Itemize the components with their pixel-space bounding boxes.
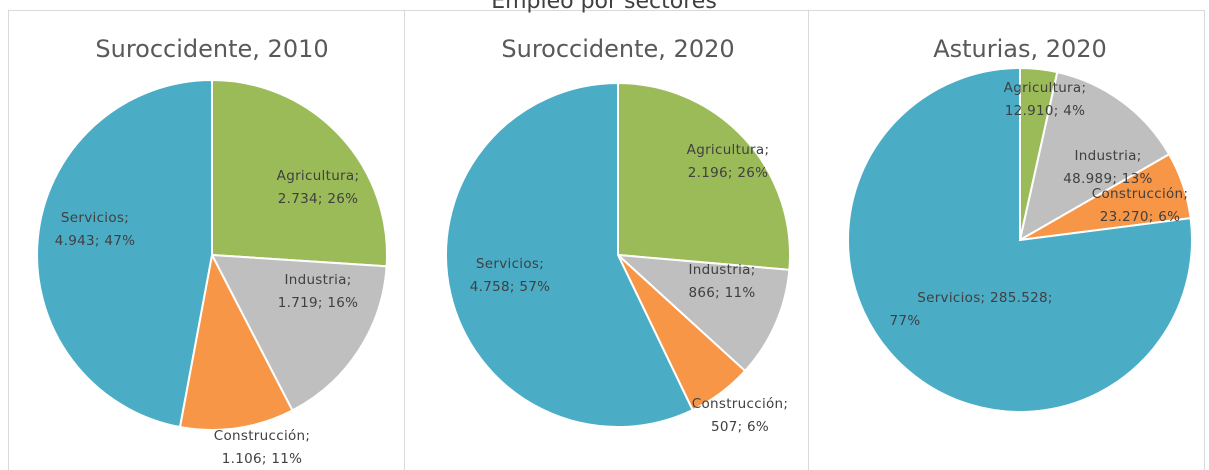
data-label: 2.734; 26% [278, 191, 359, 207]
pie-slice [615, 253, 791, 373]
data-label: 866; 11% [688, 285, 755, 301]
data-label: Construcción; [692, 396, 789, 412]
chart-title: Suroccidente, 2010 [95, 35, 328, 63]
data-label: Servicios; 285.528; [917, 290, 1053, 306]
data-label: 12.910; 4% [1005, 103, 1086, 119]
data-label: Industria; [1074, 148, 1141, 164]
data-label: Industria; [688, 262, 755, 278]
data-label: Industria; [284, 272, 351, 288]
data-label: 23.270; 6% [1100, 209, 1181, 225]
pie-slice [1018, 70, 1171, 242]
data-label: 4.758; 57% [470, 279, 551, 295]
panel-frame [808, 10, 1205, 470]
page-title: Empleo por sectores [491, 0, 717, 14]
data-label: Servicios; [476, 256, 544, 272]
pie-slice [210, 253, 388, 412]
pie-slice [445, 81, 694, 428]
data-label: 1.106; 11% [222, 451, 303, 467]
data-label: Agricultura; [687, 142, 770, 158]
pie-slice [617, 81, 791, 271]
pie-slice [178, 251, 294, 431]
data-label: Servicios; [61, 210, 129, 226]
data-label: 4.943; 47% [55, 233, 136, 249]
chart-title: Asturias, 2020 [933, 35, 1107, 63]
data-label: Agricultura; [1004, 80, 1087, 96]
data-label: Construcción; [1092, 186, 1189, 202]
pie-slice [211, 78, 388, 268]
pie-slice [36, 78, 213, 429]
data-label: 507; 6% [711, 419, 769, 435]
data-label: 2.196; 26% [688, 165, 769, 181]
pie-slice [847, 66, 1193, 413]
data-label: 77% [890, 313, 921, 329]
data-label: 48.989; 13% [1063, 171, 1152, 187]
data-label: Construcción; [214, 428, 311, 444]
chart-title: Suroccidente, 2020 [501, 35, 734, 63]
data-label: Agricultura; [277, 168, 360, 184]
data-label: 1.719; 16% [278, 295, 359, 311]
